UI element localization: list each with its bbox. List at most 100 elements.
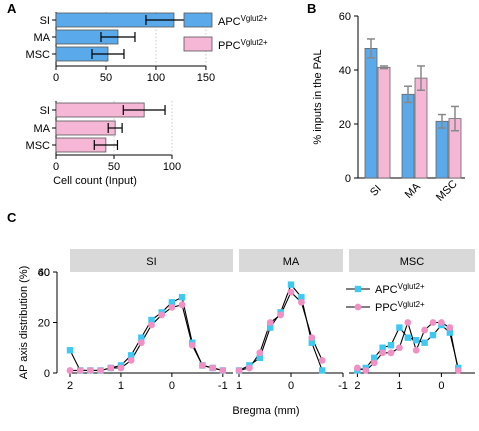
- legend-label-ppc: PPCVglut2+: [218, 38, 268, 53]
- c-point-ppc-si: [86, 367, 94, 374]
- legend-label-apc: APCVglut2+: [218, 14, 268, 29]
- c-point-ppc-ma: [287, 288, 295, 296]
- b-bar-apc-si: [364, 48, 378, 179]
- b-y-axis-label: % inputs in the PAL: [312, 49, 324, 144]
- c-point-apc-ma: [256, 354, 263, 362]
- a-ppc-bar-ma: [55, 120, 116, 136]
- c-point-apc-si: [127, 352, 135, 359]
- a-apc-category-label-msc: MSC: [26, 49, 51, 61]
- b-bar-apc-msc: [435, 120, 449, 179]
- legend-swatch-apc: [183, 12, 213, 28]
- c-point-apc-msc: [371, 354, 378, 362]
- c-point-ppc-msc: [429, 319, 437, 326]
- panel-label-c: C: [7, 210, 17, 225]
- c-x-tick-label-msc: 1: [396, 380, 402, 392]
- c-point-apc-msc: [421, 339, 428, 346]
- b-category-label-msc: MSC: [434, 178, 460, 204]
- c-point-ppc-ma: [256, 349, 264, 357]
- c-point-apc-msc: [379, 344, 386, 351]
- c-point-apc-ma: [319, 367, 326, 374]
- a-apc-x-tick-label: 50: [100, 72, 112, 84]
- c-point-apc-ma: [298, 294, 305, 301]
- c-point-ppc-msc: [421, 326, 428, 334]
- c-y-tick-label: 0: [44, 368, 50, 380]
- a-ppc-x-tick-label: 100: [163, 161, 181, 173]
- c-x-tick-label-ma: 0: [288, 380, 294, 392]
- c-x-tick-label-msc: 2: [354, 380, 360, 392]
- c-x-tick-label-si: 1: [118, 380, 124, 392]
- c-facet-title-si: SI: [146, 256, 156, 268]
- c-point-ppc-msc: [438, 319, 445, 326]
- c-point-ppc-si: [97, 367, 104, 374]
- c-point-ppc-si: [107, 364, 115, 372]
- c-point-ppc-si: [66, 367, 74, 374]
- c-point-ppc-msc: [412, 346, 420, 354]
- a-ppc-x-tick-label: 0: [53, 161, 59, 173]
- c-point-ppc-msc: [370, 359, 378, 367]
- c-legend-label-apc: APCVglut2+: [375, 282, 425, 297]
- b-bar-ppc-si: [377, 66, 391, 179]
- b-y-tick-label: 20: [339, 119, 351, 131]
- c-point-ppc-si: [209, 364, 217, 372]
- c-point-apc-si: [178, 294, 186, 301]
- c-point-ppc-si: [199, 362, 206, 369]
- c-x-tick-label-si: 2: [67, 380, 73, 392]
- c-point-ppc-si: [127, 356, 135, 364]
- c-y-tick-label: 60: [38, 267, 50, 279]
- c-point-apc-ma: [267, 324, 274, 331]
- c-line-apc-ma: [238, 283, 323, 371]
- c-point-ppc-si: [188, 341, 196, 349]
- c-x-tick-label-msc: 0: [438, 380, 444, 392]
- c-point-ppc-si: [168, 303, 176, 311]
- c-x-axis-label: Bregma (mm): [232, 405, 299, 417]
- c-line-ppc-ma: [238, 291, 323, 372]
- c-line-ppc-si: [70, 304, 223, 372]
- c-x-tick-label-ma: 1: [236, 380, 242, 392]
- c-point-ppc-msc: [404, 319, 412, 326]
- panel-label-b: B: [307, 1, 316, 16]
- c-x-tick-label-ma: -1: [338, 380, 348, 392]
- c-point-apc-si: [138, 334, 145, 341]
- c-point-apc-msc: [387, 342, 395, 349]
- c-point-ppc-ma: [308, 334, 316, 342]
- panel-label-a: A: [7, 1, 17, 16]
- b-y-tick-label: 0: [345, 173, 351, 185]
- b-category-label-si: SI: [368, 183, 384, 199]
- c-facet-strip-ma: [239, 249, 343, 272]
- c-point-ppc-ma: [266, 319, 274, 326]
- b-y-tick-label: 60: [339, 11, 351, 23]
- c-point-ppc-msc: [454, 367, 462, 374]
- c-y-tick-label: 40: [38, 267, 50, 279]
- c-y-tick-label: 20: [38, 318, 50, 330]
- legend-swatch-ppc: [183, 36, 213, 52]
- c-point-apc-si: [168, 299, 176, 306]
- b-category-label-ma: MA: [403, 180, 424, 201]
- a-apc-category-label-si: SI: [40, 15, 50, 27]
- c-point-ppc-si: [148, 321, 155, 329]
- a-apc-x-tick-label: 100: [147, 72, 165, 84]
- c-x-tick-label-si: 0: [169, 380, 175, 392]
- c-point-ppc-ma: [246, 364, 253, 372]
- c-point-ppc-si: [158, 311, 166, 319]
- a-ppc-x-tick-label: 50: [108, 161, 120, 173]
- c-point-apc-msc: [413, 336, 420, 344]
- c-point-ppc-msc: [446, 324, 454, 331]
- c-point-ppc-msc: [362, 367, 370, 374]
- c-facet-title-msc: MSC: [400, 256, 425, 268]
- a-ppc-category-label-si: SI: [40, 105, 50, 117]
- c-facet-strip-msc: [349, 249, 475, 272]
- c-point-ppc-msc: [354, 364, 361, 372]
- c-point-apc-msc: [396, 324, 403, 331]
- c-point-apc-si: [66, 347, 74, 354]
- a-ppc-category-label-msc: MSC: [26, 140, 51, 152]
- c-legend-marker-ppc: [354, 303, 362, 311]
- a-x-axis-label: Cell count (Input): [53, 175, 137, 187]
- c-point-apc-si: [148, 316, 155, 324]
- c-point-ppc-si: [137, 339, 145, 347]
- c-point-apc-msc: [429, 331, 437, 339]
- c-point-ppc-ma: [277, 311, 284, 319]
- c-point-apc-msc: [404, 334, 411, 341]
- c-point-ppc-si: [76, 367, 84, 374]
- c-legend-marker-apc: [354, 285, 362, 293]
- c-legend-label-ppc: PPCVglut2+: [375, 300, 425, 315]
